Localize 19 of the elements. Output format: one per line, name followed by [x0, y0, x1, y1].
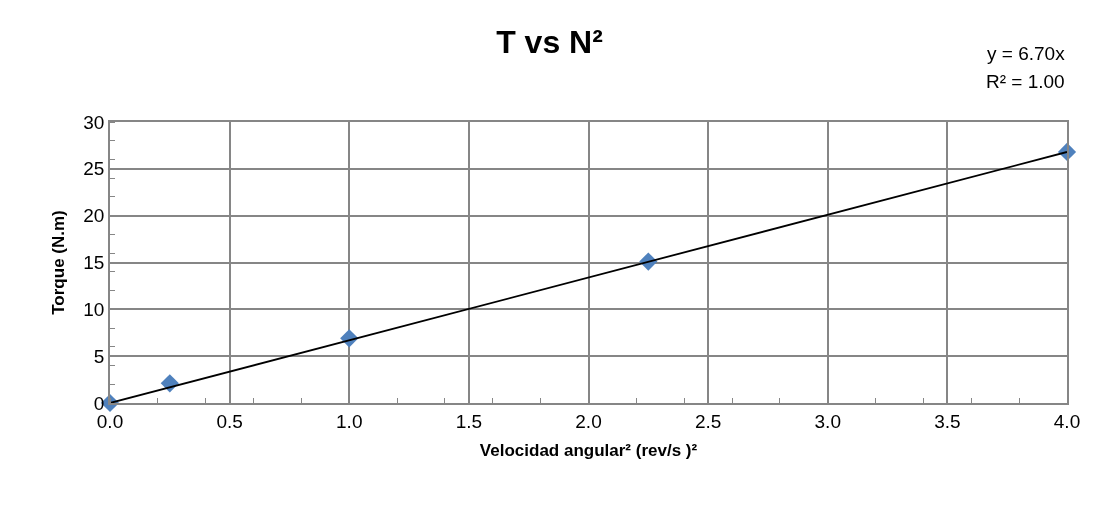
y-tick-label: 20 — [83, 205, 105, 227]
x-tick-label: 2.5 — [694, 410, 722, 432]
y-tick-label: 25 — [83, 158, 105, 180]
chart-title: T vs N² — [496, 23, 603, 60]
x-tick-label: 1.5 — [455, 410, 483, 432]
y-axis-title: Torque (N.m) — [49, 210, 69, 315]
y-tick-label: 30 — [83, 111, 105, 133]
x-axis-title: Velocidad angular² (rev/s )² — [479, 441, 698, 461]
y-tick-label: 15 — [83, 252, 105, 274]
text: R² = 1.00 — [986, 71, 1065, 92]
x-tick-label: 1.0 — [336, 410, 363, 432]
x-tick-label: 4.0 — [1053, 410, 1081, 432]
text: y = 6.70x — [987, 43, 1066, 64]
x-tick-label: 3.5 — [934, 410, 961, 432]
x-tick-label: 0.5 — [216, 410, 243, 432]
x-tick-label: 2.0 — [575, 410, 602, 432]
y-tick-label: 5 — [93, 345, 105, 367]
y-tick-label: 10 — [83, 298, 105, 320]
x-tick-label: 3.0 — [814, 410, 841, 432]
